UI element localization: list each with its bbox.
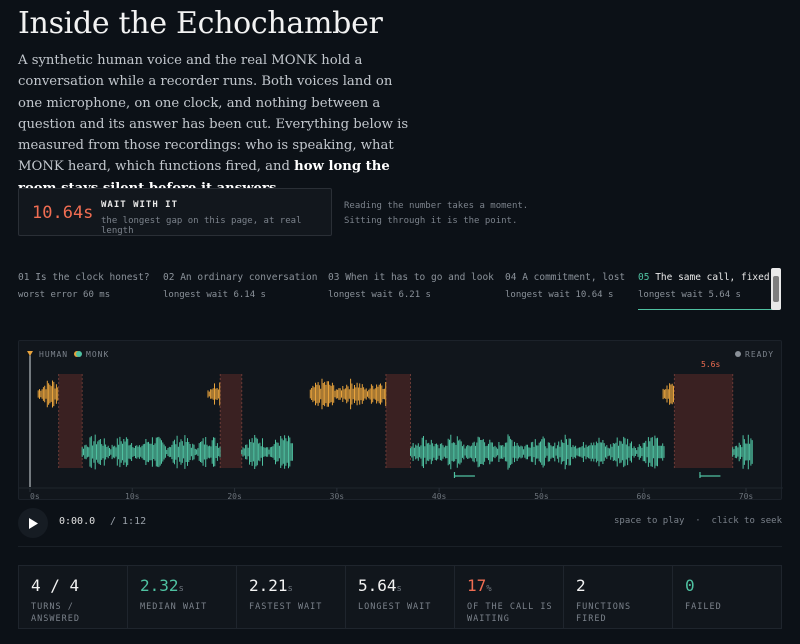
silence-gap <box>58 374 83 468</box>
wait-note-line: Sitting through it is the point. <box>344 216 518 226</box>
stat-value: 4 / 4 <box>31 576 80 595</box>
wait-note-line: Reading the number takes a moment. <box>344 201 529 211</box>
wait-note: Reading the number takes a moment. Sitti… <box>344 199 528 229</box>
gap-duration-label: 5.6s <box>701 360 720 369</box>
tab-title: 01 Is the clock honest? <box>18 272 150 283</box>
silence-gap <box>220 374 242 468</box>
tab-title: 05 The same call, fixed <box>638 272 770 283</box>
legend-monk-dot <box>76 351 82 357</box>
axis-tick-label: 70s <box>739 492 754 501</box>
wait-callout: 10.64s WAIT WITH IT the longest gap on t… <box>18 188 332 236</box>
play-icon <box>29 517 38 529</box>
human-waveform <box>37 380 59 408</box>
human-waveform <box>207 382 221 406</box>
chapter-tabs: 01 Is the clock honest? worst error 60 m… <box>0 272 800 312</box>
silence-gap <box>385 374 411 468</box>
silence-gap <box>674 374 733 468</box>
function-markers <box>453 472 721 478</box>
playhead-marker-icon <box>27 351 33 356</box>
tab-01[interactable]: 01 Is the clock honest? worst error 60 m… <box>18 272 150 310</box>
tab-subtitle: worst error 60 ms <box>18 290 111 300</box>
voice-waveforms <box>37 378 753 470</box>
status-dot <box>735 351 741 357</box>
divider <box>18 546 782 547</box>
player-hint: space to play · click to seek <box>614 516 782 526</box>
stat-label: TURNS / ANSWERED <box>31 602 80 624</box>
legend-monk-label: MONK <box>86 350 109 359</box>
axis-tick-label: 30s <box>330 492 345 501</box>
monk-waveform <box>81 434 221 470</box>
axis-tick-label: 0s <box>30 492 40 501</box>
time-axis: 0s 10s 20s 30s 40s 50s 60s 70s <box>29 488 754 501</box>
current-time: 0:00.0 <box>59 516 96 527</box>
play-button[interactable] <box>18 508 48 538</box>
stat-unit: s <box>178 584 184 594</box>
tab-title: 03 When it has to go and look <box>328 272 494 283</box>
stat-label: FUNCTIONS FIRED <box>576 602 632 624</box>
stat-value: 5.64 <box>358 576 397 595</box>
stat-value: 0 <box>685 576 695 595</box>
stats-bar: 4 / 4 TURNS / ANSWERED 2.32s MEDIAN WAIT … <box>18 565 782 629</box>
stat-failed: 0 FAILED <box>673 566 781 628</box>
stat-value: 2.32 <box>140 576 179 595</box>
axis-tick-label: 60s <box>636 492 651 501</box>
stat-fastest-wait: 2.21s FASTEST WAIT <box>237 566 346 628</box>
stat-label: OF THE CALL IS WAITING <box>467 602 553 624</box>
tab-title: 02 An ordinary conversation <box>163 272 318 283</box>
stat-label: LONGEST WAIT <box>358 602 432 612</box>
monk-waveform <box>732 434 753 470</box>
stat-label: MEDIAN WAIT <box>140 602 208 612</box>
wait-heading: WAIT WITH IT <box>101 200 179 210</box>
stat-longest-wait: 5.64s LONGEST WAIT <box>346 566 455 628</box>
stat-label: FAILED <box>685 602 722 612</box>
legend-human-label: HUMAN <box>39 350 68 359</box>
silence-gaps <box>58 374 734 468</box>
human-waveform <box>309 378 387 410</box>
stat-unit: s <box>396 584 402 594</box>
stat-value: 17 <box>467 576 487 595</box>
stat-unit: % <box>486 584 492 594</box>
stat-value: 2.21 <box>249 576 288 595</box>
total-time: / 1:12 <box>110 516 147 527</box>
tab-05[interactable]: 05 The same call, fixed longest wait 5.6… <box>638 272 774 310</box>
tab-subtitle: longest wait 10.64 s <box>505 290 614 300</box>
axis-tick-label: 20s <box>227 492 242 501</box>
stat-label: FASTEST WAIT <box>249 602 323 612</box>
human-waveform <box>662 383 674 405</box>
tab-03[interactable]: 03 When it has to go and look longest wa… <box>328 272 494 310</box>
axis-tick-label: 50s <box>534 492 549 501</box>
tabs-scrollbar[interactable] <box>771 268 781 310</box>
status-label: READY <box>745 350 774 359</box>
intro-paragraph: A synthetic human voice and the real MON… <box>18 50 410 199</box>
tab-subtitle: longest wait 5.64 s <box>638 290 741 300</box>
scrollbar-thumb[interactable] <box>773 276 779 302</box>
audio-player: 0:00.0 / 1:12 space to play · click to s… <box>18 506 782 542</box>
axis-tick-label: 40s <box>432 492 447 501</box>
tab-title: 04 A commitment, lost <box>505 272 626 283</box>
page-title: Inside the Echochamber <box>18 6 383 41</box>
axis-tick-label: 10s <box>125 492 140 501</box>
waveform-panel[interactable]: 0s 10s 20s 30s 40s 50s 60s 70s HUMAN MONK READY… <box>18 340 783 501</box>
stat-unit: s <box>287 584 293 594</box>
wait-number: 10.64s <box>32 203 94 223</box>
intro-text: A synthetic human voice and the real MON… <box>18 53 409 175</box>
tab-02[interactable]: 02 An ordinary conversation longest wait… <box>163 272 317 310</box>
monk-waveform <box>241 435 293 469</box>
tab-subtitle: longest wait 6.21 s <box>328 290 431 300</box>
stat-value: 2 <box>576 576 586 595</box>
stat-waiting-share: 17% OF THE CALL IS WAITING <box>455 566 564 628</box>
wait-subtitle: the longest gap on this page, at real le… <box>101 216 302 236</box>
stat-turns: 4 / 4 TURNS / ANSWERED <box>19 566 128 628</box>
tab-subtitle: longest wait 6.14 s <box>163 290 266 300</box>
stat-functions-fired: 2 FUNCTIONS FIRED <box>564 566 673 628</box>
waveform-canvas[interactable]: 0s 10s 20s 30s 40s 50s 60s 70s HUMAN MONK READY… <box>19 341 783 501</box>
legend: HUMAN MONK <box>39 350 109 359</box>
monk-waveform <box>410 434 665 470</box>
stat-median-wait: 2.32s MEDIAN WAIT <box>128 566 237 628</box>
tab-04[interactable]: 04 A commitment, lost longest wait 10.64… <box>505 272 625 310</box>
